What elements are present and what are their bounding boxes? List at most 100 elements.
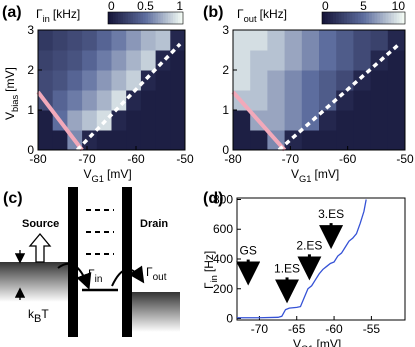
- colorbar-step: [173, 12, 176, 24]
- x-tick-label: -70: [78, 152, 96, 166]
- heat-cell: [267, 110, 286, 131]
- x-tick-label: -65: [288, 322, 306, 336]
- colorbar-step: [163, 12, 166, 24]
- kbt-label: kBT: [28, 307, 49, 325]
- colorbar-step: [352, 12, 356, 24]
- colorbar-step: [322, 12, 326, 24]
- label-part: [mV]: [314, 167, 339, 181]
- colorbar-step: [153, 12, 156, 24]
- colorbar-step: [118, 12, 121, 24]
- heat-cell: [284, 50, 303, 71]
- x-tick-label: -80: [29, 152, 47, 166]
- heat-cell: [284, 130, 303, 151]
- heat-cell: [336, 50, 354, 71]
- heat-cell: [387, 90, 406, 111]
- heat-cell: [233, 30, 251, 51]
- heat-cell: [233, 110, 251, 131]
- heat-cell: [96, 50, 112, 71]
- heat-cell: [387, 130, 406, 151]
- label-part: [mV]: [3, 67, 17, 92]
- label-part: in: [209, 275, 219, 282]
- heat-cell: [52, 90, 68, 111]
- heat-cell: [267, 70, 286, 91]
- y-tick-label: 600: [213, 222, 233, 236]
- colorbar-step: [402, 12, 406, 24]
- annotation-label: GS: [240, 244, 257, 258]
- y-tick-label: 1: [222, 103, 229, 117]
- heat-cell: [353, 30, 372, 51]
- heat-cell: [96, 30, 112, 51]
- heat-cell: [250, 70, 268, 91]
- heat-cell: [155, 110, 171, 131]
- drain-reservoir: [132, 292, 180, 332]
- colorbar-step: [338, 12, 342, 24]
- label-part: Γ: [36, 7, 43, 21]
- colorbar-tick-label: 5: [360, 0, 367, 13]
- heat-cell: [67, 30, 83, 51]
- y-tick-label: 0: [226, 312, 233, 326]
- colorbar-step: [113, 12, 116, 24]
- heat-cell: [155, 50, 171, 71]
- heat-cell: [111, 70, 127, 91]
- panel-label: (c): [3, 190, 23, 207]
- colorbar-step: [180, 12, 184, 24]
- label-part: [kHz]: [260, 7, 287, 21]
- y-tick-label: 3: [222, 23, 229, 37]
- heat-cell: [353, 50, 372, 71]
- drain-label: Drain: [140, 218, 168, 230]
- heat-cell: [250, 130, 268, 151]
- colorbar-step: [160, 12, 164, 24]
- heat-cell: [301, 50, 320, 71]
- gamma-out-label: Γout: [146, 265, 167, 283]
- gamma-in-arrow: [57, 262, 92, 290]
- plot-frame: [232, 29, 406, 151]
- heat-cell: [111, 90, 127, 111]
- heat-cell: [155, 70, 171, 91]
- colorbar-step: [366, 12, 370, 24]
- heat-cell: [233, 130, 251, 151]
- colorbar-step: [148, 12, 151, 24]
- heat-cell: [38, 110, 54, 131]
- heat-cell: [319, 110, 337, 131]
- heat-cell: [319, 90, 337, 111]
- colorbar-step: [150, 12, 154, 24]
- panel-label: (b): [203, 4, 223, 21]
- heat-cell: [96, 130, 112, 151]
- colorbar-step: [170, 12, 174, 24]
- heat-cell: [140, 110, 157, 131]
- heat-cell: [38, 70, 54, 91]
- heat-cell: [267, 30, 286, 51]
- x-tick-label: -60: [339, 152, 357, 166]
- colorbar-step: [377, 12, 381, 24]
- heat-cell: [126, 110, 142, 131]
- heat-cell: [387, 30, 406, 51]
- bias-arrow: [28, 232, 52, 263]
- x-tick-label: -80: [224, 152, 242, 166]
- heat-cell: [140, 70, 157, 91]
- heat-cell: [319, 70, 337, 91]
- heat-cell: [52, 50, 68, 71]
- annotation-label: 1.ES: [274, 261, 300, 275]
- colorbar-step: [165, 12, 169, 24]
- y-tick-label: 400: [213, 252, 233, 266]
- x-tick-label: -50: [396, 152, 414, 166]
- guide-line: [75, 42, 182, 152]
- heat-cell: [336, 30, 354, 51]
- label-part: [Hz]: [202, 251, 216, 272]
- colorbar-step: [178, 12, 181, 24]
- colorbar-step: [360, 12, 364, 24]
- colorbar-step: [385, 12, 389, 24]
- colorbar-tick-label: 0.5: [137, 0, 154, 13]
- colorbar-tick-label: 0: [322, 0, 329, 13]
- colorbar-step: [130, 12, 134, 24]
- heat-cell: [336, 110, 354, 131]
- heat-cell: [126, 90, 142, 111]
- label-part: V: [3, 112, 17, 120]
- barrier: [122, 187, 132, 337]
- colorbar-step: [371, 12, 376, 24]
- colorbar-step: [168, 12, 171, 24]
- colorbar-step: [380, 12, 384, 24]
- colorbar-step: [341, 12, 345, 24]
- heat-cell: [67, 90, 83, 111]
